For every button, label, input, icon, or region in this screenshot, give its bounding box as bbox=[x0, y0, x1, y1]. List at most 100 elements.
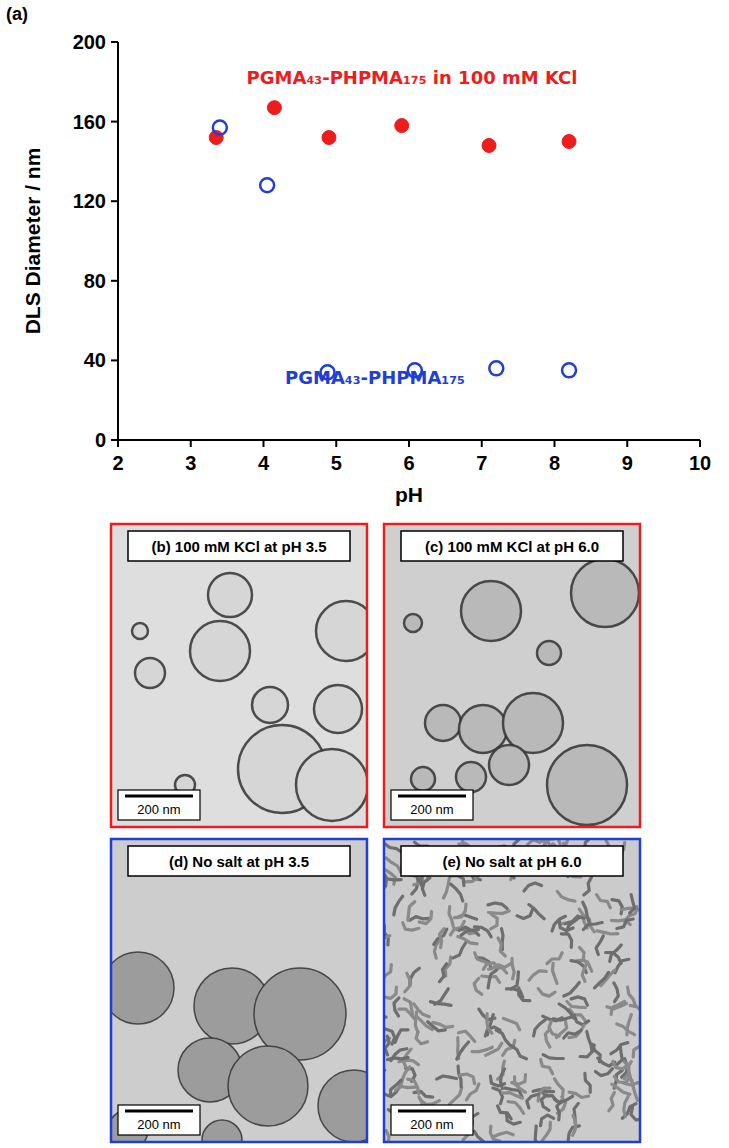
worm-micelle bbox=[449, 907, 453, 927]
worm-micelle bbox=[545, 1029, 550, 1047]
worm-micelle bbox=[614, 983, 619, 1002]
data-marks bbox=[209, 101, 576, 380]
worm-micelle bbox=[612, 900, 622, 914]
panel-border bbox=[384, 524, 640, 827]
data-point bbox=[267, 101, 281, 115]
data-point bbox=[489, 361, 503, 375]
tem-panel: (b) 100 mM KCl at pH 3.5 200 nm bbox=[110, 523, 376, 828]
worm-micelle bbox=[501, 1069, 505, 1089]
vesicle bbox=[318, 1070, 368, 1142]
data-point bbox=[482, 138, 496, 152]
worm-micelle bbox=[552, 963, 557, 983]
panel-label-box bbox=[401, 531, 623, 561]
worm-micelle bbox=[613, 1062, 629, 1069]
worm-micelle bbox=[511, 1046, 526, 1059]
series-label: PGMA₄₃-PHPMA₁₇₅ in 100 mM KCl bbox=[247, 67, 578, 88]
vesicle bbox=[461, 581, 521, 641]
panel-border bbox=[111, 839, 367, 1142]
worm-micelle bbox=[630, 895, 635, 913]
x-tick bbox=[699, 440, 701, 447]
data-point bbox=[562, 135, 576, 149]
worm-micelle bbox=[538, 989, 555, 997]
y-tick-label: 160 bbox=[73, 111, 106, 133]
worm-micelle bbox=[395, 1030, 408, 1043]
worm-micelle bbox=[493, 1132, 513, 1136]
worm-micelle bbox=[399, 1060, 419, 1064]
worm-micelle bbox=[410, 968, 419, 985]
worm-micelle bbox=[564, 983, 580, 997]
worm-micelle bbox=[384, 987, 397, 999]
scale-bar-box bbox=[391, 790, 473, 820]
y-tick bbox=[111, 439, 118, 441]
worm-micelle bbox=[498, 938, 505, 956]
figure: (a)040801201602002345678910pHDLS Diamete… bbox=[0, 0, 729, 1148]
x-tick bbox=[335, 440, 337, 447]
scale-bar bbox=[125, 1110, 193, 1113]
vesicle bbox=[547, 745, 627, 825]
worm-micelle bbox=[419, 912, 431, 924]
worm-micelle bbox=[405, 973, 410, 992]
worm-micelle bbox=[529, 905, 544, 919]
x-tick-label: 5 bbox=[331, 452, 342, 474]
y-tick-label: 80 bbox=[84, 270, 106, 292]
worm-micelle bbox=[595, 1069, 612, 1076]
vesicle bbox=[316, 601, 368, 661]
vesicle bbox=[202, 1120, 242, 1143]
worm-micelle bbox=[444, 878, 450, 898]
worm-micelle bbox=[395, 1087, 415, 1091]
worm-micelle bbox=[458, 937, 477, 944]
worm-micelle bbox=[394, 998, 399, 1016]
vesicle bbox=[228, 1046, 308, 1126]
worm-micelle bbox=[549, 1021, 559, 1036]
scale-bar-label: 200 nm bbox=[410, 1117, 453, 1132]
worm-micelle bbox=[401, 1067, 410, 1086]
worm-micelle bbox=[557, 892, 575, 902]
vesicle bbox=[252, 687, 288, 723]
x-tick bbox=[481, 440, 483, 447]
worm-micelle bbox=[459, 1031, 475, 1041]
worm-micelle bbox=[573, 1116, 576, 1136]
worm-micelle bbox=[515, 1077, 526, 1093]
worm-micelle bbox=[606, 953, 622, 964]
panel-label: (c) 100 mM KCl at pH 6.0 bbox=[425, 538, 599, 555]
worm-micelle bbox=[435, 989, 449, 1004]
worm-micelle bbox=[408, 902, 415, 921]
worm-micelle bbox=[394, 896, 403, 915]
worm-micelle bbox=[385, 1036, 389, 1055]
scale-bar-label: 200 nm bbox=[137, 802, 180, 817]
worm-micelle bbox=[433, 1022, 453, 1027]
worm-micelle bbox=[414, 1004, 430, 1017]
panel-label: (d) No salt at pH 3.5 bbox=[169, 853, 309, 870]
panel-label: (b) 100 mM KCl at pH 3.5 bbox=[151, 538, 326, 555]
worm-micelle bbox=[491, 915, 498, 929]
y-tick bbox=[111, 41, 118, 43]
data-point bbox=[213, 121, 227, 135]
x-tick-label: 9 bbox=[622, 452, 633, 474]
vesicle bbox=[296, 749, 368, 821]
worm-micelle bbox=[624, 1097, 628, 1117]
vesicle bbox=[314, 685, 362, 733]
worm-micelle bbox=[450, 1088, 462, 1104]
x-tick-label: 2 bbox=[112, 452, 123, 474]
worm-micelle bbox=[457, 1042, 469, 1059]
worm-micelle bbox=[498, 1106, 512, 1119]
worm-micelle bbox=[493, 1088, 503, 1104]
worm-micelle bbox=[508, 1102, 523, 1114]
worm-micelle bbox=[561, 934, 571, 947]
worm-micelle bbox=[422, 878, 430, 895]
x-tick bbox=[117, 440, 119, 447]
worm-micelle bbox=[535, 1126, 539, 1143]
worm-micelle bbox=[529, 971, 546, 980]
worm-micelle bbox=[385, 1029, 394, 1044]
worm-micelle bbox=[541, 1095, 549, 1111]
vesicle bbox=[135, 658, 165, 688]
worm-micelle bbox=[582, 962, 587, 981]
worm-micelle bbox=[580, 1045, 594, 1057]
worm-micelle bbox=[416, 1032, 428, 1044]
worm-micelle bbox=[607, 1004, 627, 1009]
worm-micelle bbox=[486, 1043, 502, 1055]
worm-micelle bbox=[527, 1094, 539, 1108]
micrograph-background bbox=[383, 523, 641, 828]
y-axis-line bbox=[117, 42, 119, 440]
worm-micelle bbox=[614, 1077, 630, 1083]
